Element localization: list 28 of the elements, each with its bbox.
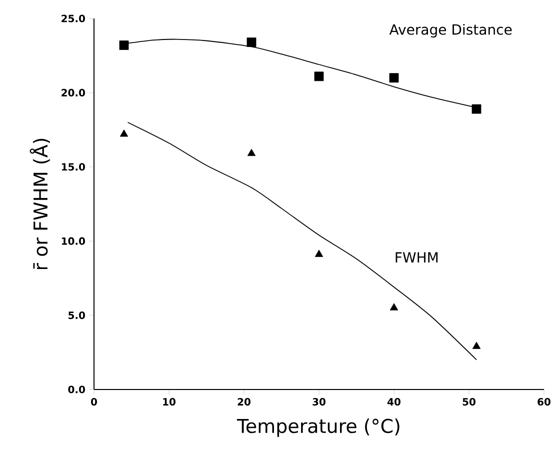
y-tick-label: 10.0 bbox=[62, 237, 85, 245]
x-axis-title: Temperature (°C) bbox=[236, 418, 400, 437]
point bbox=[246, 38, 256, 47]
x-tick-label: 50 bbox=[462, 398, 476, 406]
line-series bbox=[127, 122, 477, 360]
annotation: Average Distance bbox=[389, 24, 512, 38]
point bbox=[119, 40, 129, 50]
point bbox=[472, 342, 481, 349]
point bbox=[314, 72, 324, 82]
y-tick-label: 20.0 bbox=[62, 88, 85, 96]
point bbox=[314, 250, 324, 257]
x-tick-label: 20 bbox=[238, 398, 250, 406]
point bbox=[389, 73, 399, 83]
x-tick-label: 40 bbox=[387, 398, 400, 406]
annotation: FWHM bbox=[396, 252, 438, 263]
y-tick-label: 15.0 bbox=[62, 163, 85, 171]
x-tick-label: 60 bbox=[538, 398, 550, 406]
y-tick-label: 0.0 bbox=[68, 386, 85, 394]
x-tick-label: 10 bbox=[163, 398, 176, 406]
point bbox=[390, 303, 398, 310]
x-tick-label: 30 bbox=[312, 398, 326, 406]
y-axis-title: r̄ or FWHM (Å) bbox=[30, 138, 50, 270]
point bbox=[120, 130, 128, 137]
y-tick-label: 5.0 bbox=[68, 311, 85, 320]
point bbox=[247, 148, 256, 156]
point bbox=[472, 104, 482, 114]
x-tick-label: 0 bbox=[91, 398, 98, 406]
y-tick-label: 25.0 bbox=[62, 14, 85, 22]
